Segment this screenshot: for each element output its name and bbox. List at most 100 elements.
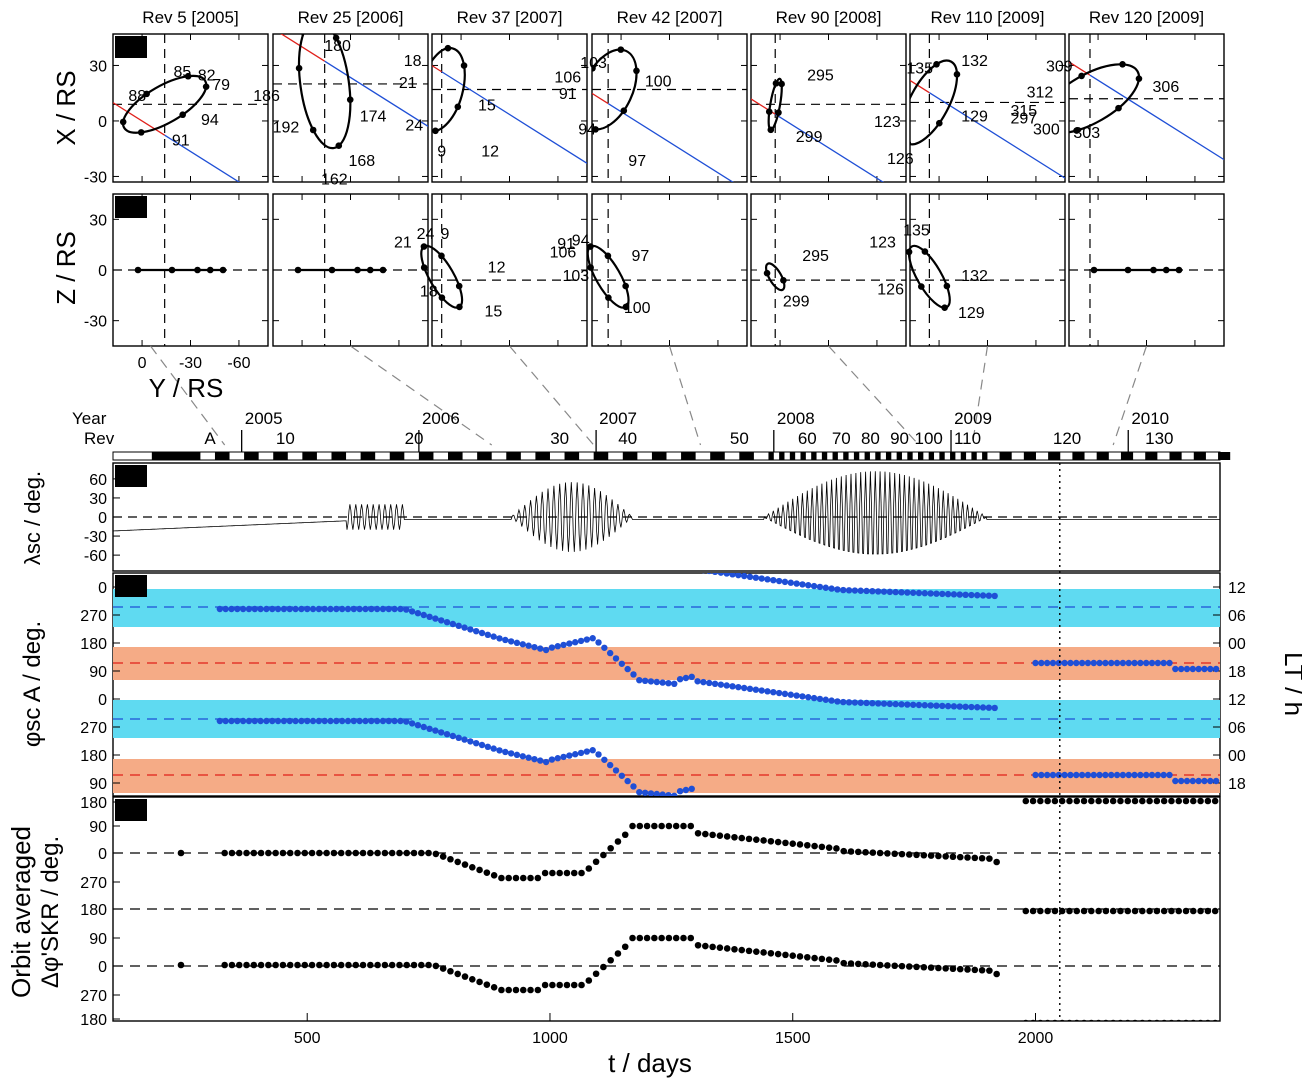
panel-e-point (840, 847, 848, 855)
panel-a-orbit-label: 309 (1046, 58, 1073, 75)
panel-d-point (1078, 659, 1086, 667)
panel-e-point (884, 962, 891, 969)
panel-d-point (391, 717, 398, 725)
panel-d-point (222, 717, 229, 725)
panel-e-point (1146, 797, 1153, 805)
panel-d-point (1096, 659, 1103, 667)
panel-e-point (534, 874, 542, 882)
panel-d-point (723, 573, 730, 577)
panel-d-point (356, 717, 363, 725)
panel-d-point (502, 748, 509, 756)
panel-d-point (496, 635, 503, 642)
panel-d-point (1073, 771, 1080, 779)
panel-e-point (367, 961, 374, 969)
panel-e-point (942, 853, 949, 860)
panel-d-point (688, 785, 695, 792)
panel-b-xticklabel: -30 (179, 355, 202, 372)
rev-bar-segment (853, 452, 860, 460)
panel-d-point (793, 692, 800, 699)
panel-d-point (537, 757, 544, 764)
panel-d-point (321, 605, 328, 613)
year-tick-label: 2010 (1131, 409, 1169, 428)
panel-d-point (519, 753, 526, 760)
panel-e-tag-bg (115, 799, 147, 821)
panel-d-point (863, 587, 870, 595)
panel-d-point (1049, 771, 1057, 779)
panel-d-point (828, 585, 835, 592)
panel-d-point (781, 690, 789, 698)
panel-d-point (379, 717, 387, 725)
panel-d-point (991, 704, 998, 712)
panel-b-orbit-point (134, 266, 142, 274)
panel-e-point (527, 986, 534, 994)
rev-bar-segment (918, 452, 924, 460)
panel-d-point (618, 660, 626, 667)
panel-a-orbit-label: 135 (906, 60, 933, 77)
panel-d-point (746, 573, 754, 581)
panel-e-point (1095, 907, 1102, 915)
panel-d-point (1084, 771, 1092, 779)
panel-d-point (892, 588, 899, 596)
panel-a-frame-3 (591, 33, 748, 183)
rev-bar-segment (971, 452, 977, 460)
panel-d-point (636, 677, 643, 684)
panel-e-point (359, 961, 367, 969)
panel-d-point (1067, 771, 1074, 779)
panel-a-content-6 (1069, 34, 1224, 182)
panel-b-orbit-point (587, 243, 594, 250)
panel-d-point (531, 643, 538, 651)
panel-e-point (804, 953, 811, 961)
panel-d-point (502, 636, 509, 644)
panel-e-xticklabel: 1000 (532, 1030, 568, 1047)
panel-e-point (782, 951, 789, 959)
panel-d-point (1108, 659, 1115, 667)
panel-a-orbit-point (775, 109, 782, 116)
panel-d-point (618, 772, 626, 779)
panel-e-point (498, 874, 505, 882)
panel-b-orbit-label: 15 (484, 304, 502, 321)
panel-e-point (687, 822, 695, 830)
panel-a-orbit-point (767, 126, 775, 134)
panel-e-point (614, 838, 622, 845)
panel-d-point (641, 789, 649, 796)
panel-a-orbit-point (1119, 61, 1126, 68)
panel-d-point (834, 586, 841, 593)
orbit-titles: Rev 5 [2005] Rev 25 [2006] Rev 37 [2007] Re… (142, 8, 1204, 27)
panel-d-point (589, 747, 596, 754)
orbit-title-3: Rev 42 [2007] (617, 8, 723, 27)
panel-d-point (216, 605, 224, 613)
panel-d-point (222, 605, 229, 613)
rev-tick-label: 90 (890, 429, 909, 448)
panel-e-point (534, 986, 542, 994)
rev-bar-segment (151, 452, 191, 460)
panel-d-point (974, 592, 981, 599)
panel-e-point (243, 961, 250, 969)
panel-d-point (1207, 777, 1214, 785)
panel-d-point (542, 758, 550, 766)
panel-e-point (738, 834, 746, 842)
panel-d-point (1143, 659, 1150, 667)
panel-d-point (985, 704, 993, 711)
panel-d-point (1137, 771, 1144, 779)
x-axis-label-time: t / days (608, 1048, 692, 1078)
panel-d-point (327, 605, 334, 613)
panel-e-point (1058, 797, 1066, 805)
panel-e-point (585, 977, 593, 984)
panel-d-point (432, 615, 439, 622)
panel-d-point (606, 761, 614, 769)
panel-b-orbit-point (943, 282, 951, 290)
panel-e-point (381, 849, 389, 857)
panel-e-point (1190, 1019, 1196, 1021)
panel-e-point (811, 954, 818, 962)
panel-d-point (816, 583, 824, 591)
rev-bar-segment (832, 452, 838, 460)
panel-d-point (397, 605, 404, 613)
panel-e-point (483, 981, 491, 988)
panel-e-point (468, 975, 476, 983)
panel-a-orbit-label: 303 (1073, 125, 1100, 142)
panel-e-point (498, 986, 505, 994)
panel-a-orbit-point (444, 44, 452, 52)
